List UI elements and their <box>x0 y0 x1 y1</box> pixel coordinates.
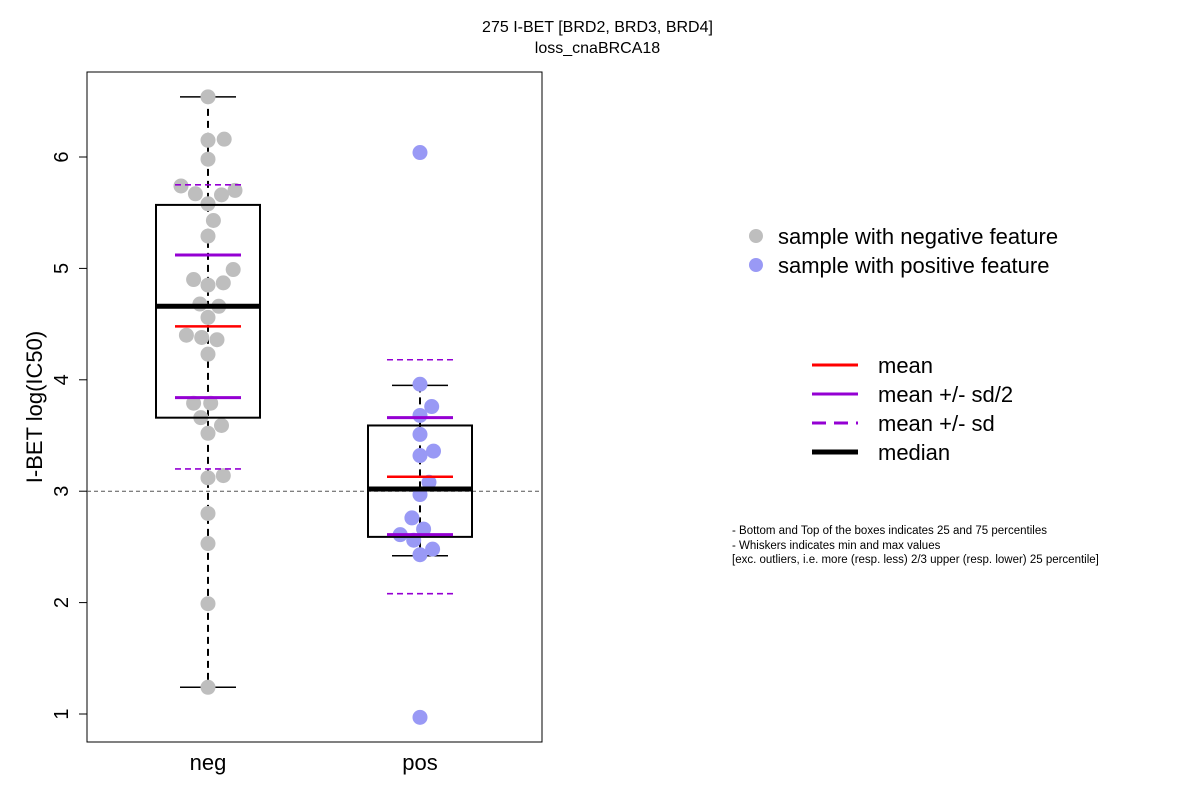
data-point <box>173 178 189 194</box>
data-point <box>200 309 216 325</box>
legend-point-marker <box>749 229 763 243</box>
data-point <box>225 262 241 278</box>
data-point <box>200 470 216 486</box>
data-point <box>187 186 203 202</box>
chart-title: 275 I-BET [BRD2, BRD3, BRD4] <box>482 19 713 36</box>
y-axis-label: I-BET log(IC50) <box>22 331 47 483</box>
data-point <box>194 329 210 345</box>
data-point <box>200 505 216 521</box>
data-point <box>412 426 428 442</box>
x-tick-label-pos: pos <box>402 750 437 775</box>
data-point <box>200 196 216 212</box>
data-point <box>200 596 216 612</box>
legend-lines: mean mean +/- sd/2 mean +/- sd median <box>812 353 1013 465</box>
data-point <box>200 89 216 105</box>
data-point <box>424 399 440 415</box>
data-point <box>412 709 428 725</box>
data-point <box>200 346 216 362</box>
box-iqr <box>367 424 473 538</box>
data-point <box>178 327 194 343</box>
note-line-1: - Bottom and Top of the boxes indicates … <box>732 525 1047 537</box>
data-point <box>200 151 216 167</box>
legend-line-label: median <box>878 440 950 465</box>
data-point <box>412 407 428 423</box>
group-neg <box>155 89 261 695</box>
legend-line-label: mean <box>878 353 933 378</box>
data-point <box>412 547 428 563</box>
data-point <box>404 510 420 526</box>
data-point <box>200 277 216 293</box>
y-axis: 1 2 3 4 5 6 <box>51 151 87 720</box>
y-tick-label: 4 <box>51 374 73 385</box>
legend-line-label: mean +/- sd <box>878 411 995 436</box>
data-point <box>200 425 216 441</box>
y-tick-label: 5 <box>51 263 73 274</box>
data-point <box>200 536 216 552</box>
legend-point-label: sample with negative feature <box>778 224 1058 249</box>
data-point <box>209 332 225 348</box>
data-point <box>200 679 216 695</box>
note-line-3: [exc. outliers, i.e. more (resp. less) 2… <box>732 554 1099 566</box>
y-tick-label: 6 <box>51 151 73 162</box>
legend-point-label: sample with positive feature <box>778 253 1049 278</box>
group-pos <box>367 145 473 725</box>
data-point <box>227 182 243 198</box>
y-tick-label: 3 <box>51 486 73 497</box>
data-point <box>412 448 428 464</box>
note-line-2: - Whiskers indicates min and max values <box>732 540 941 552</box>
data-point <box>216 131 232 147</box>
chart-subtitle: loss_cnaBRCA18 <box>534 40 661 57</box>
box-iqr <box>155 203 261 419</box>
data-point <box>425 541 441 557</box>
data-point <box>426 443 441 459</box>
y-tick-label: 2 <box>51 597 73 608</box>
data-point <box>412 376 428 392</box>
data-point <box>215 468 231 484</box>
data-point <box>186 272 202 288</box>
legend-point-marker <box>749 258 763 272</box>
data-point <box>186 395 202 411</box>
data-point <box>421 474 437 490</box>
data-point <box>200 132 216 148</box>
legend-line-label: mean +/- sd/2 <box>878 382 1013 407</box>
data-point <box>214 417 229 433</box>
y-tick-label: 1 <box>51 708 73 719</box>
data-point <box>203 395 219 411</box>
plot-frame <box>86 71 543 743</box>
legend-points: sample with negative feature sample with … <box>749 224 1058 278</box>
data-point <box>416 521 432 537</box>
x-tick-label-neg: neg <box>190 750 227 775</box>
data-point <box>205 212 221 228</box>
data-point <box>412 145 428 161</box>
data-point <box>215 275 231 291</box>
data-point <box>214 187 229 203</box>
data-point <box>200 228 216 244</box>
